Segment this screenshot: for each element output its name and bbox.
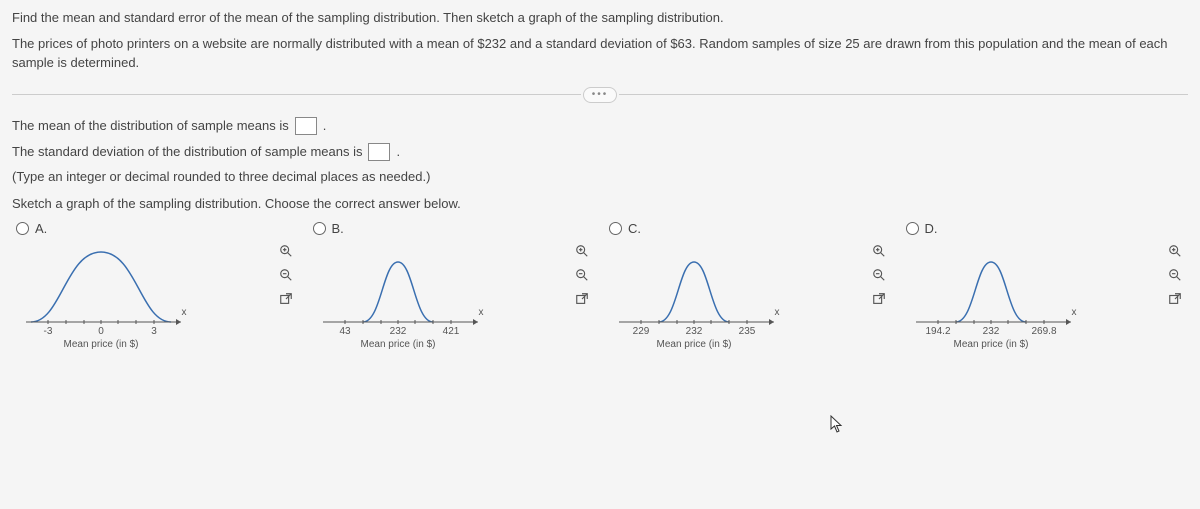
axis-a-x: x: [182, 307, 187, 318]
zoom-out-icon[interactable]: [1166, 266, 1184, 284]
section-divider: •••: [12, 87, 1188, 103]
tick-b-0: 43: [339, 326, 351, 337]
zoom-in-icon[interactable]: [870, 242, 888, 260]
zoom-in-icon[interactable]: [1166, 242, 1184, 260]
tick-c-1: 232: [686, 326, 703, 337]
popout-icon[interactable]: [870, 290, 888, 308]
graph-instruction: Sketch a graph of the sampling distribut…: [12, 196, 1188, 211]
axis-c-arrow: [769, 319, 774, 325]
fill-mean-prefix: The mean of the distribution of sample m…: [12, 118, 289, 133]
tick-c-2: 235: [739, 326, 756, 337]
graph-d-area: 194.2 232 269.8 x Mean price (in $): [906, 242, 1185, 362]
fill-sd-suffix: .: [396, 144, 400, 159]
graph-a-tools: [277, 242, 295, 308]
option-c-label: C.: [628, 221, 641, 236]
axis-c-x: x: [775, 307, 780, 318]
radio-c[interactable]: [609, 222, 622, 235]
fill-sd-line: The standard deviation of the distributi…: [12, 143, 1188, 161]
curve-d: [956, 262, 1026, 322]
tick-d-1: 232: [982, 326, 999, 337]
popout-icon[interactable]: [573, 290, 591, 308]
option-a: A. -3 0 3 x Mean price (in $): [12, 221, 299, 362]
axis-b-arrow: [473, 319, 478, 325]
radio-a[interactable]: [16, 222, 29, 235]
curve-a: [31, 252, 171, 322]
axis-title-c: Mean price (in $): [656, 339, 731, 350]
fill-sd-prefix: The standard deviation of the distributi…: [12, 144, 362, 159]
tick-b-1: 232: [389, 326, 406, 337]
graph-d-tools: [1166, 242, 1184, 308]
ellipsis-button[interactable]: •••: [583, 87, 618, 103]
graph-a-svg: -3 0 3 x Mean price (in $): [16, 242, 196, 362]
curve-b: [363, 262, 433, 322]
tick-c-0: 229: [633, 326, 650, 337]
tick-d-0: 194.2: [925, 326, 950, 337]
zoom-out-icon[interactable]: [573, 266, 591, 284]
axis-b-x: x: [478, 307, 483, 318]
graph-b-svg: 43 232 421 x Mean price (in $): [313, 242, 493, 362]
option-d-label: D.: [925, 221, 938, 236]
option-b-label: B.: [332, 221, 344, 236]
axis-title-a: Mean price (in $): [63, 339, 138, 350]
tick-a-1: 0: [98, 326, 104, 337]
graph-c-area: 229 232 235 x Mean price (in $): [609, 242, 888, 362]
divider-line-left: [12, 94, 581, 95]
tick-b-2: 421: [442, 326, 459, 337]
divider-line-right: [619, 94, 1188, 95]
question-heading: Find the mean and standard error of the …: [12, 8, 1188, 28]
graph-c-tools: [870, 242, 888, 308]
radio-b[interactable]: [313, 222, 326, 235]
zoom-in-icon[interactable]: [573, 242, 591, 260]
axis-d-arrow: [1066, 319, 1071, 325]
radio-d[interactable]: [906, 222, 919, 235]
mean-answer-input[interactable]: [295, 117, 317, 135]
graph-b-area: 43 232 421 x Mean price (in $): [313, 242, 592, 362]
graph-a-area: -3 0 3 x Mean price (in $): [16, 242, 295, 362]
popout-icon[interactable]: [277, 290, 295, 308]
axis-a-arrow: [176, 319, 181, 325]
fill-mean-line: The mean of the distribution of sample m…: [12, 117, 1188, 135]
option-d: D. 194.2 232 269.8 x Mean price (in $): [902, 221, 1189, 362]
graph-c-svg: 229 232 235 x Mean price (in $): [609, 242, 789, 362]
option-a-label: A.: [35, 221, 47, 236]
option-b: B. 43 232 421 x Mean price (in $): [309, 221, 596, 362]
zoom-out-icon[interactable]: [277, 266, 295, 284]
tick-d-2: 269.8: [1031, 326, 1056, 337]
cursor-icon: [830, 415, 844, 433]
tick-a-0: -3: [44, 326, 53, 337]
fill-mean-suffix: .: [323, 118, 327, 133]
axis-title-b: Mean price (in $): [360, 339, 435, 350]
option-c: C. 229 232 235 x Mean price (in $): [605, 221, 892, 362]
popout-icon[interactable]: [1166, 290, 1184, 308]
rounding-note: (Type an integer or decimal rounded to t…: [12, 169, 1188, 184]
problem-statement: The prices of photo printers on a websit…: [12, 34, 1188, 73]
curve-c: [659, 262, 729, 322]
axis-d-x: x: [1071, 307, 1076, 318]
zoom-in-icon[interactable]: [277, 242, 295, 260]
sd-answer-input[interactable]: [368, 143, 390, 161]
graph-d-svg: 194.2 232 269.8 x Mean price (in $): [906, 242, 1086, 362]
tick-a-2: 3: [151, 326, 157, 337]
zoom-out-icon[interactable]: [870, 266, 888, 284]
graph-b-tools: [573, 242, 591, 308]
options-row: A. -3 0 3 x Mean price (in $): [12, 221, 1188, 362]
axis-title-d: Mean price (in $): [953, 339, 1028, 350]
